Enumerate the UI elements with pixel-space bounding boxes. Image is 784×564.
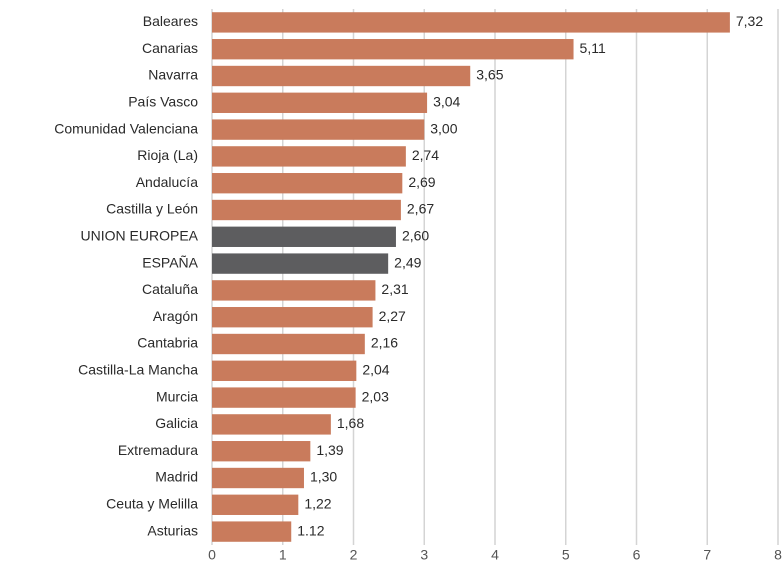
- x-tick-label: 1: [279, 547, 287, 563]
- bar: [212, 333, 365, 355]
- y-tick-label: Ceuta y Melilla: [106, 496, 198, 512]
- bar: [212, 173, 403, 194]
- y-tick-label: Andalucía: [136, 174, 198, 190]
- data-label: 1,39: [316, 442, 343, 458]
- bar: [212, 414, 331, 435]
- data-label: 2,49: [394, 254, 421, 270]
- bar: [212, 307, 373, 328]
- y-tick-label: País Vasco: [128, 94, 198, 110]
- data-label: 1,30: [310, 469, 337, 485]
- data-label: 3,00: [430, 120, 457, 136]
- data-label: 1,68: [337, 415, 364, 431]
- data-label: 3,04: [433, 94, 460, 110]
- data-label: 2,69: [408, 174, 435, 190]
- data-label: 1,22: [304, 496, 331, 512]
- x-tick-label: 5: [562, 547, 570, 563]
- y-tick-label: Murcia: [156, 388, 198, 404]
- y-tick-label: Extremadura: [118, 442, 198, 458]
- y-tick-label: Aragón: [153, 308, 198, 324]
- bar: [212, 65, 471, 87]
- bar: [212, 39, 574, 60]
- data-label: 5,11: [580, 40, 606, 56]
- bar: [212, 199, 401, 221]
- data-label: 2,67: [407, 201, 434, 217]
- y-tick-label: Cataluña: [142, 281, 198, 297]
- bar: [212, 467, 304, 489]
- data-label: 2,27: [379, 308, 406, 324]
- x-tick-label: 8: [774, 547, 782, 563]
- y-tick-label: Asturias: [147, 522, 198, 538]
- y-tick-label: Madrid: [155, 469, 198, 485]
- y-tick-label: Castilla-La Mancha: [78, 362, 198, 378]
- y-tick-label: Rioja (La): [137, 147, 198, 163]
- data-label: 2,60: [402, 228, 429, 244]
- bar: [212, 280, 376, 301]
- data-label: 2,04: [362, 362, 389, 378]
- bar: [212, 253, 389, 274]
- y-tick-label: Baleares: [143, 13, 198, 29]
- y-tick-label: Galicia: [155, 415, 198, 431]
- bar: [212, 119, 425, 140]
- data-label: 3,65: [476, 67, 503, 83]
- y-tick-label: Canarias: [142, 40, 198, 56]
- y-tick-label: UNION EUROPEA: [81, 228, 199, 244]
- x-tick-label: 0: [208, 547, 216, 563]
- x-tick-label: 7: [703, 547, 711, 563]
- x-tick-label: 2: [350, 547, 358, 563]
- bar: [212, 521, 292, 542]
- data-label: 1.12: [297, 522, 324, 538]
- bar: [212, 360, 357, 381]
- bar: [212, 226, 396, 247]
- data-label: 2,03: [362, 388, 389, 404]
- y-tick-label: Cantabria: [137, 335, 198, 351]
- bar: [212, 146, 406, 167]
- x-tick-label: 4: [491, 547, 499, 563]
- bar: [212, 387, 356, 408]
- y-tick-label: ESPAÑA: [142, 254, 198, 270]
- x-tick-label: 3: [420, 547, 428, 563]
- x-tick-label: 6: [633, 547, 641, 563]
- data-label: 7,32: [736, 13, 763, 29]
- y-tick-label: Comunidad Valenciana: [54, 120, 198, 136]
- bar: [212, 92, 428, 113]
- bar: [212, 441, 311, 462]
- y-tick-label: Castilla y León: [106, 201, 198, 217]
- data-label: 2,31: [381, 281, 408, 297]
- data-label: 2,16: [371, 335, 398, 351]
- data-label: 2,74: [412, 147, 439, 163]
- y-tick-label: Navarra: [148, 67, 198, 83]
- bar: [212, 494, 299, 515]
- bar: [212, 12, 730, 33]
